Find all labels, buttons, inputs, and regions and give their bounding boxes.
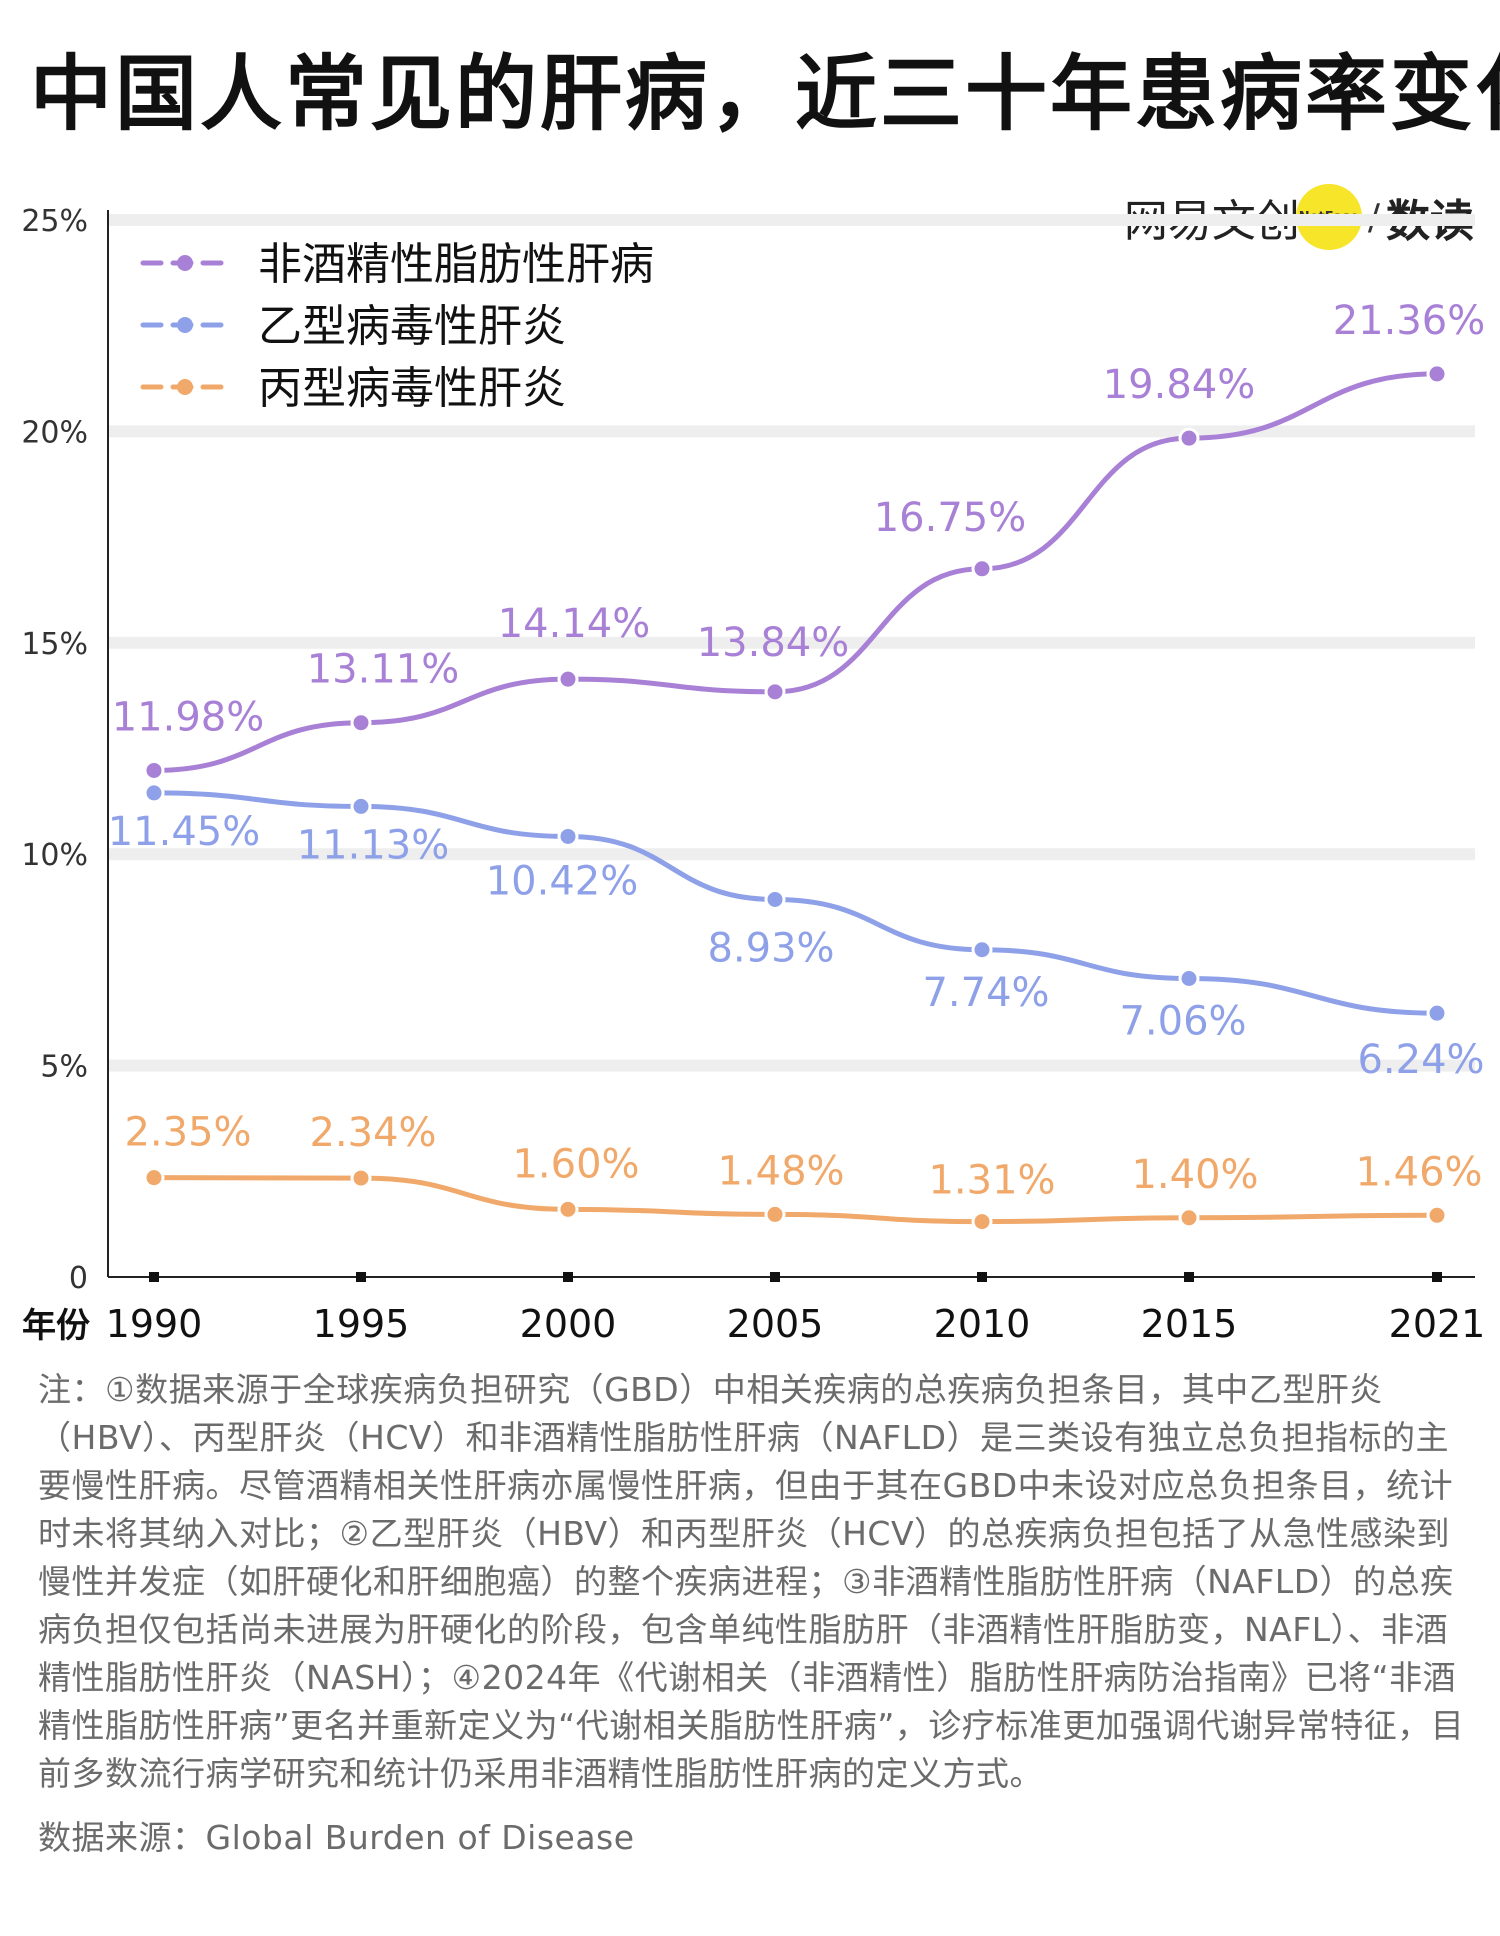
data-point [1426, 1204, 1448, 1226]
data-point [1178, 427, 1200, 449]
data-point [350, 712, 372, 734]
data-point [764, 888, 786, 910]
data-label: 2.35% [124, 1110, 251, 1156]
data-label: 6.24% [1357, 1037, 1484, 1083]
x-axis-label: 年份 [22, 1306, 90, 1346]
x-tick [1184, 1272, 1194, 1282]
x-tick-label: 2000 [520, 1302, 617, 1346]
data-label: 7.74% [922, 970, 1049, 1016]
data-point [1178, 1207, 1200, 1229]
data-point [557, 1198, 579, 1220]
data-label: 21.36% [1333, 298, 1486, 344]
data-label: 19.84% [1103, 362, 1256, 408]
x-tick [1432, 1272, 1442, 1282]
x-tick [356, 1272, 366, 1282]
data-point [971, 558, 993, 580]
data-point [1426, 363, 1448, 385]
notes-text: 注：①数据来源于全球疾病负担研究（GBD）中相关疾病的总疾病负担条目，其中乙型肝… [38, 1370, 1465, 1793]
data-point [557, 825, 579, 847]
line-chart: 0 5% 10% 15% 20% 25% 1990 1995 2000 2005 2010 2015 2… [21, 204, 1486, 1346]
data-label: 1.46% [1355, 1149, 1482, 1195]
data-point [350, 1167, 372, 1189]
data-point [764, 681, 786, 703]
x-tick-label: 1995 [313, 1302, 410, 1346]
data-label: 13.11% [307, 647, 460, 693]
gridline [108, 1059, 1475, 1072]
x-tick-label: 2010 [934, 1302, 1031, 1346]
data-label: 10.42% [486, 858, 639, 904]
x-tick-label: 2021 [1389, 1302, 1486, 1346]
data-label: 11.98% [112, 694, 265, 740]
legend-swatch-dot [177, 317, 193, 333]
data-point [557, 668, 579, 690]
data-point [350, 795, 372, 817]
data-label: 11.13% [297, 822, 450, 868]
data-point [971, 1211, 993, 1233]
y-tick-label: 0 [69, 1261, 88, 1296]
data-label: 11.45% [108, 809, 261, 855]
legend-swatch-dot [177, 255, 193, 271]
data-point [971, 939, 993, 961]
x-tick-label: 2005 [727, 1302, 824, 1346]
data-label: 14.14% [498, 601, 651, 647]
data-label: 1.31% [928, 1158, 1055, 1204]
x-tick [563, 1272, 573, 1282]
data-label: 1.40% [1131, 1152, 1258, 1198]
gridline [108, 214, 1475, 226]
gridline [108, 636, 1475, 649]
y-tick-label: 20% [21, 415, 88, 450]
legend-label: 非酒精性脂肪性肝病 [258, 239, 654, 290]
x-tick [149, 1272, 159, 1282]
x-tick [770, 1272, 780, 1282]
x-tick-label: 1990 [106, 1302, 203, 1346]
y-tick-label: 5% [40, 1050, 88, 1085]
notes-block: 注：①数据来源于全球疾病负担研究（GBD）中相关疾病的总疾病负担条目，其中乙型肝… [38, 1366, 1478, 1862]
data-point [143, 759, 165, 781]
data-point [1426, 1002, 1448, 1024]
x-tick [977, 1272, 987, 1282]
legend-swatch-dot [177, 379, 193, 395]
data-label: 7.06% [1119, 999, 1246, 1045]
chart-title: 中国人常见的肝病，近三十年患病率变化 [30, 47, 1500, 142]
data-label: 1.48% [717, 1148, 844, 1194]
data-label: 2.34% [309, 1110, 436, 1156]
data-point [143, 782, 165, 804]
data-label: 13.84% [697, 620, 850, 666]
source-text: 数据来源：Global Burden of Disease [38, 1818, 635, 1857]
data-label: 16.75% [874, 495, 1027, 541]
data-point [1178, 968, 1200, 990]
data-label: 8.93% [707, 925, 834, 971]
y-tick-label: 25% [21, 204, 88, 239]
data-point [143, 1167, 165, 1189]
data-label: 1.60% [512, 1141, 639, 1187]
x-tick-label: 2015 [1141, 1302, 1238, 1346]
gridline [108, 848, 1475, 861]
gridline [108, 425, 1475, 438]
y-tick-label: 15% [21, 627, 88, 662]
legend-label: 丙型病毒性肝炎 [258, 363, 566, 414]
legend-label: 乙型病毒性肝炎 [258, 301, 566, 352]
data-point [764, 1203, 786, 1225]
y-tick-label: 10% [21, 838, 88, 873]
